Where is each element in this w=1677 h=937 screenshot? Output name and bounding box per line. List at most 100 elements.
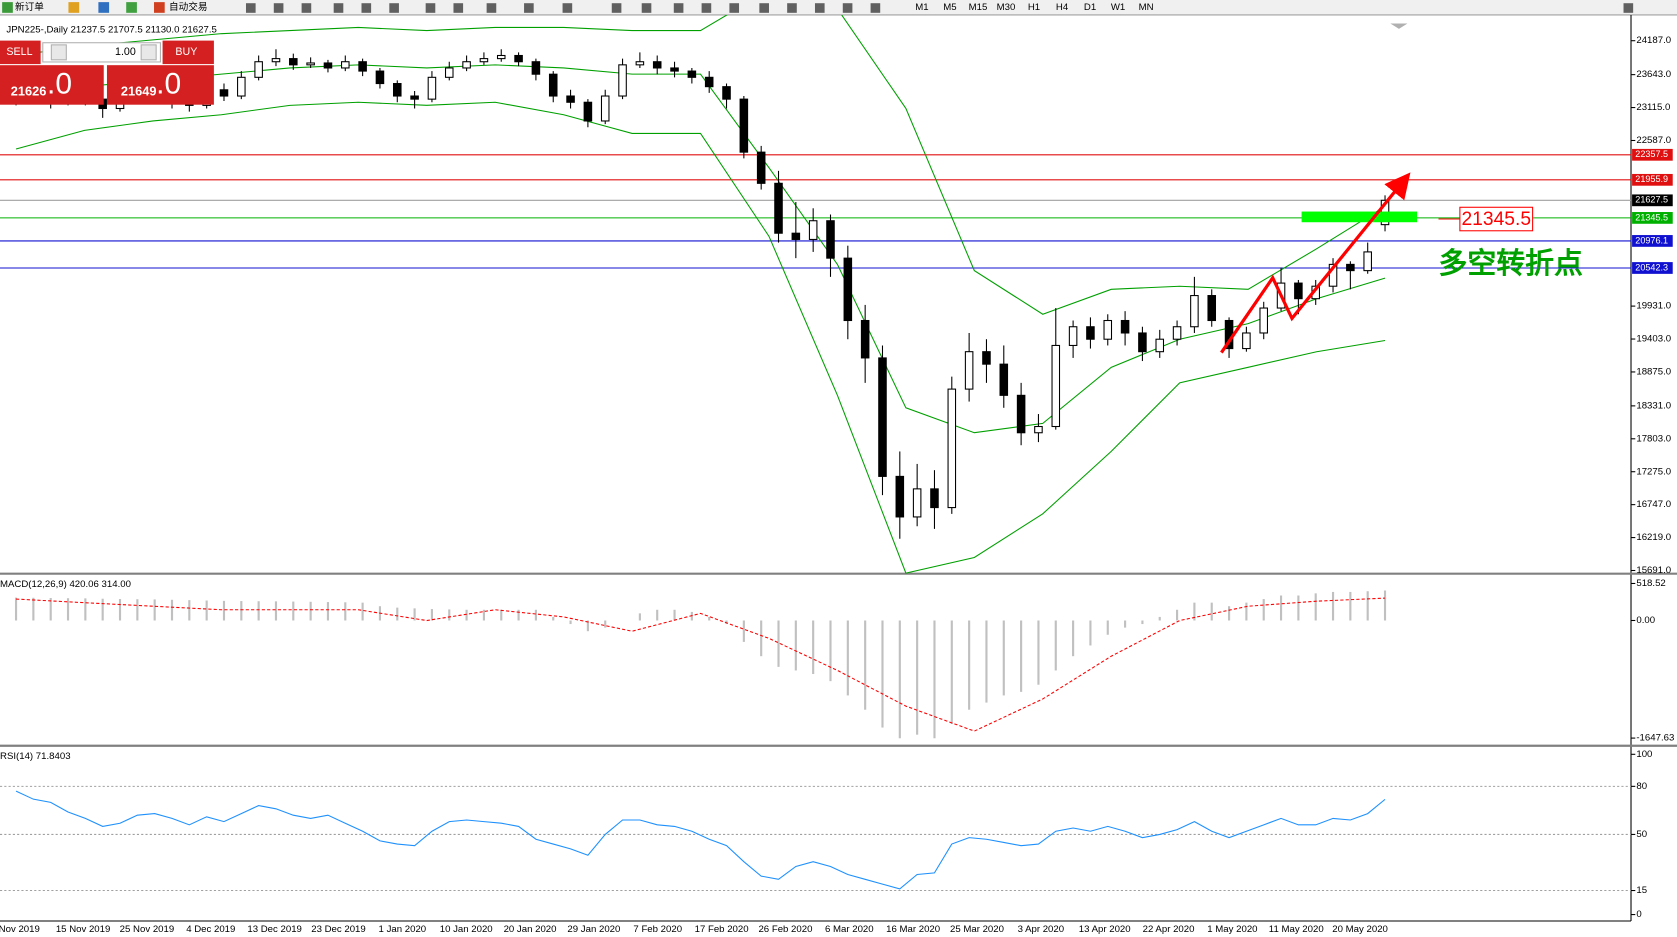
level-label: 21627.5: [1635, 195, 1668, 205]
tool-icon[interactable]: [245, 3, 256, 13]
x-tick-label: 15 Nov 2019: [56, 924, 111, 935]
timeframe-button[interactable]: M30: [997, 2, 1016, 13]
buy-button[interactable]: [162, 40, 214, 65]
macd-bar: [396, 607, 399, 621]
tool-icon[interactable]: [611, 3, 622, 13]
level-label-bg: [1632, 194, 1673, 207]
macd-bar: [309, 601, 312, 621]
tool-icon[interactable]: [361, 3, 372, 13]
macd-bar: [101, 598, 104, 621]
tool-icon[interactable]: [98, 2, 110, 13]
timeframe-button[interactable]: M1: [915, 2, 928, 13]
candle-body: [358, 61, 367, 72]
buy-fraction[interactable]: .0: [156, 67, 181, 100]
tool-icon[interactable]: [759, 3, 769, 13]
macd-bar: [742, 620, 745, 642]
macd-bar: [1037, 620, 1040, 685]
macd-bar: [950, 620, 953, 724]
tool-icon[interactable]: [425, 3, 436, 13]
new-order-icon[interactable]: [2, 2, 13, 13]
lots-down[interactable]: [50, 44, 67, 61]
y-tick-label: 15: [1636, 885, 1647, 896]
lots-input[interactable]: [42, 42, 161, 63]
tool-icon[interactable]: [68, 2, 80, 13]
timeframe-button[interactable]: D1: [1084, 2, 1096, 13]
x-tick-label: 25 Nov 2019: [120, 924, 175, 935]
timeframe-button[interactable]: H1: [1028, 2, 1040, 13]
timeframe-button[interactable]: M5: [943, 2, 956, 13]
x-tick-label: 3 Apr 2020: [1018, 924, 1065, 935]
x-tick-label: 16 Mar 2020: [886, 924, 940, 935]
candle-body: [1207, 295, 1217, 322]
price-plot: [0, 14, 1632, 574]
lots-value[interactable]: 1.00: [115, 46, 136, 58]
tool-icon[interactable]: [701, 3, 712, 13]
annotation-note: 多空转折点: [1438, 246, 1583, 280]
sell-label[interactable]: SELL: [6, 46, 32, 58]
buy-price-button[interactable]: [106, 65, 214, 105]
macd-bar: [1072, 620, 1075, 657]
candle-body: [687, 70, 697, 78]
sell-price-button[interactable]: [0, 65, 104, 105]
menu-label[interactable]: 自动交易: [169, 1, 207, 13]
candle-body: [479, 58, 489, 63]
candle-body: [1346, 263, 1355, 272]
macd-bar: [1106, 620, 1109, 635]
tool-icon[interactable]: [273, 3, 284, 13]
macd-bar: [846, 620, 849, 696]
tool-icon[interactable]: [524, 3, 534, 13]
buy-price[interactable]: 21649: [121, 83, 157, 98]
tool-icon[interactable]: [562, 3, 573, 13]
level-label-bg: [1632, 212, 1673, 224]
timeframe-button[interactable]: H4: [1056, 2, 1069, 13]
tool-icon[interactable]: [673, 3, 684, 13]
tool-icon[interactable]: [729, 3, 740, 13]
candle-body: [566, 95, 575, 103]
macd-bar: [534, 609, 537, 621]
x-tick-label: 1 Jan 2020: [379, 924, 427, 935]
tool-icon[interactable]: [301, 3, 312, 13]
candle-body: [583, 101, 593, 122]
macd-bar: [32, 597, 35, 621]
bollinger-band: [15, 101, 1386, 574]
timeframe-button[interactable]: MN: [1139, 2, 1154, 13]
sell-button[interactable]: [0, 40, 41, 65]
macd-bar: [708, 616, 711, 621]
sell-fraction[interactable]: .0: [47, 67, 72, 100]
menu-label[interactable]: 新订单: [15, 1, 44, 13]
macd-bar: [84, 598, 87, 621]
tool-icon[interactable]: [333, 3, 344, 13]
macd-bar: [361, 602, 364, 621]
tool-icon[interactable]: [1623, 3, 1634, 13]
buy-label[interactable]: BUY: [175, 46, 197, 58]
lots-up[interactable]: [140, 44, 157, 61]
tool-icon[interactable]: [389, 3, 399, 13]
auto-trading-icon[interactable]: [154, 2, 165, 13]
level-label: 21955.9: [1635, 174, 1668, 184]
tool-icon[interactable]: [486, 3, 497, 13]
macd-bar: [274, 601, 278, 621]
level-label-bg: [1632, 173, 1673, 186]
tool-icon[interactable]: [870, 3, 881, 13]
macd-bar: [517, 609, 520, 621]
y-tick-label: 24187.0: [1636, 35, 1671, 46]
timeframe-button[interactable]: M15: [969, 2, 988, 13]
timeframe-button[interactable]: W1: [1111, 2, 1125, 13]
tool-icon[interactable]: [126, 2, 137, 13]
candle-body: [808, 220, 818, 240]
tool-icon[interactable]: [814, 3, 825, 13]
x-tick-label: Nov 2019: [0, 924, 40, 935]
tool-icon[interactable]: [842, 3, 853, 13]
tool-icon[interactable]: [641, 3, 652, 13]
macd-bar: [292, 601, 295, 621]
x-tick-label: 22 Apr 2020: [1143, 924, 1195, 935]
candle-body: [548, 73, 558, 97]
candle-body: [323, 62, 333, 69]
candle-body: [1172, 326, 1182, 340]
tool-icon[interactable]: [453, 3, 464, 13]
tool-icon[interactable]: [787, 3, 797, 13]
macd-bar: [500, 609, 503, 621]
macd-bar: [1054, 620, 1057, 671]
sell-price[interactable]: 21626: [11, 83, 47, 98]
